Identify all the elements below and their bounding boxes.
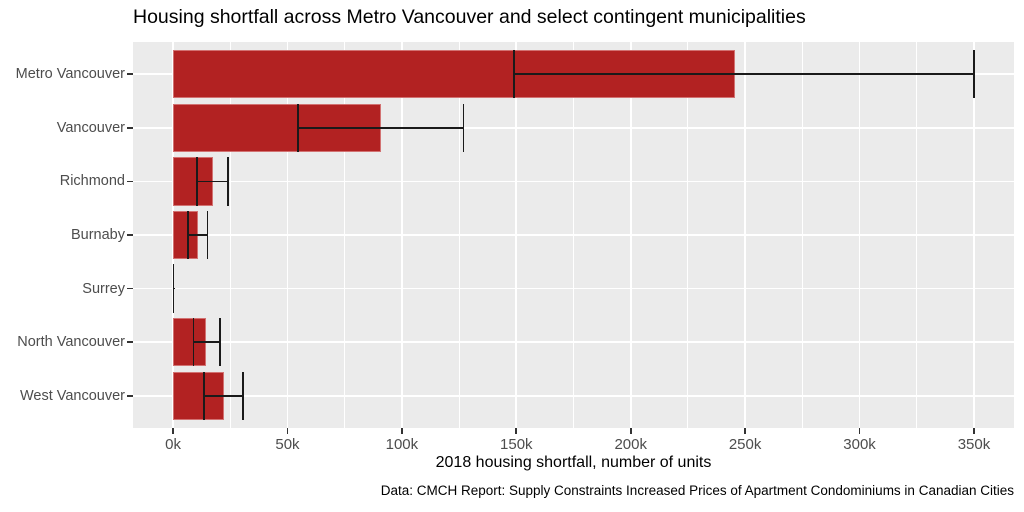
x-tick-mark (744, 428, 746, 434)
gridline-major-x (744, 42, 746, 428)
errorbar-cap-vancouver (296, 103, 299, 152)
gridline-minor-x (687, 42, 689, 428)
errorbar-cap-vancouver (462, 103, 465, 152)
x-tick-label-300k: 300k (843, 436, 876, 453)
y-tick-label-richmond: Richmond (59, 173, 125, 190)
chart-title: Housing shortfall across Metro Vancouver… (133, 6, 806, 28)
errorbar-cap-metro-vancouver (513, 50, 515, 99)
y-tick-mark (127, 180, 133, 183)
y-tick-label-burnaby: Burnaby (70, 227, 125, 243)
gridline-major-x (629, 42, 632, 428)
x-tick-mark (401, 428, 403, 434)
y-tick-mark (127, 234, 133, 236)
x-tick-label-50k: 50k (275, 436, 300, 453)
errorbar-cap-metro-vancouver (973, 50, 975, 99)
errorbar-line-richmond (197, 180, 228, 183)
y-tick-label-west-vancouver: West Vancouver (19, 387, 125, 404)
gridline-minor-x (573, 42, 574, 428)
y-tick-label-north-vancouver: North Vancouver (17, 334, 125, 351)
x-tick-label-100k: 100k (385, 436, 419, 453)
gridline-major-x (515, 42, 518, 428)
x-tick-label-250k: 250k (728, 436, 762, 453)
x-tick-mark (172, 428, 174, 434)
errorbar-cap-burnaby (206, 210, 209, 260)
x-tick-label-350k: 350k (957, 436, 991, 453)
gridline-major-x (286, 42, 289, 428)
x-tick-label-200k: 200k (614, 436, 647, 453)
y-tick-mark (127, 394, 133, 397)
x-tick-label-0k: 0k (165, 436, 181, 453)
x-tick-mark (973, 428, 975, 434)
x-tick-mark (515, 428, 518, 434)
errorbar-cap-west-vancouver (203, 371, 205, 420)
chart-caption: Data: CMCH Report: Supply Constraints In… (380, 483, 1014, 498)
x-tick-mark (286, 428, 289, 434)
y-tick-mark (127, 287, 133, 290)
errorbar-cap-surrey (172, 264, 175, 313)
errorbar-cap-west-vancouver (241, 371, 244, 420)
errorbar-cap-richmond (196, 157, 198, 206)
gridline-major-x (858, 42, 861, 428)
y-tick-label-metro-vancouver: Metro Vancouver (15, 66, 125, 83)
x-tick-label-150k: 150k (500, 436, 533, 453)
errorbar-cap-richmond (227, 157, 229, 206)
gridline-minor-x (458, 42, 460, 428)
errorbar-cap-burnaby (187, 210, 189, 260)
errorbar-line-burnaby (188, 234, 208, 236)
plot-panel (133, 42, 1014, 428)
y-tick-label-vancouver: Vancouver (56, 119, 125, 136)
gridline-minor-x (916, 42, 918, 428)
errorbar-line-metro-vancouver (514, 73, 974, 75)
errorbar-line-surrey (173, 287, 176, 290)
y-tick-label-surrey: Surrey (82, 280, 125, 297)
errorbar-cap-north-vancouver (192, 318, 195, 367)
gridline-minor-x (801, 42, 803, 428)
errorbar-line-west-vancouver (203, 394, 243, 397)
errorbar-cap-north-vancouver (218, 318, 221, 367)
gridline-minor-x (344, 42, 346, 428)
gridline-minor-x (229, 42, 231, 428)
gridline-major-x (973, 42, 975, 428)
errorbar-line-vancouver (297, 126, 464, 129)
errorbar-line-north-vancouver (193, 341, 220, 344)
gridline-major-x (401, 42, 403, 428)
y-tick-mark (127, 73, 133, 75)
x-axis-title: 2018 housing shortfall, number of units (435, 454, 712, 471)
y-tick-mark (127, 341, 133, 344)
x-tick-mark (858, 428, 861, 434)
x-tick-mark (629, 428, 632, 434)
y-tick-mark (127, 126, 133, 129)
